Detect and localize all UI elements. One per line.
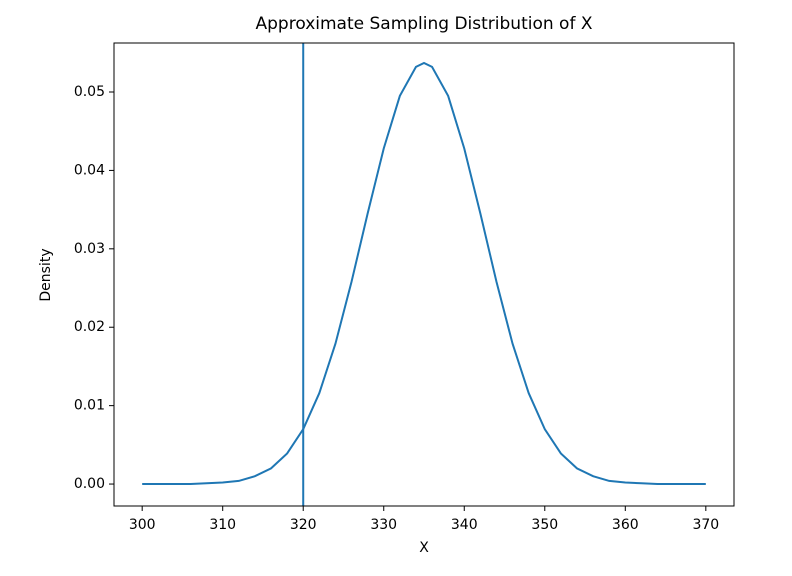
- x-tick-label: 360: [612, 517, 639, 533]
- y-tick-label: 0.05: [74, 84, 105, 100]
- x-tick-label: 310: [209, 517, 236, 533]
- x-tick-label: 340: [451, 517, 478, 533]
- x-tick-label: 350: [531, 517, 558, 533]
- chart-title: Approximate Sampling Distribution of X: [256, 14, 593, 34]
- y-tick-label: 0.02: [74, 319, 105, 335]
- x-axis-label: X: [419, 540, 429, 556]
- line-series: [142, 61, 706, 486]
- y-axis-label: Density: [38, 248, 54, 301]
- plot-frame: [113, 42, 735, 507]
- x-tick-label: 320: [290, 517, 317, 533]
- x-tick-label: 370: [692, 517, 719, 533]
- y-tick-label: 0.03: [74, 241, 105, 257]
- y-tick-label: 0.00: [74, 476, 105, 492]
- y-tick-label: 0.01: [74, 398, 105, 414]
- x-tick-label: 330: [370, 517, 397, 533]
- y-tick-label: 0.04: [74, 162, 105, 178]
- x-tick-label: 300: [129, 517, 156, 533]
